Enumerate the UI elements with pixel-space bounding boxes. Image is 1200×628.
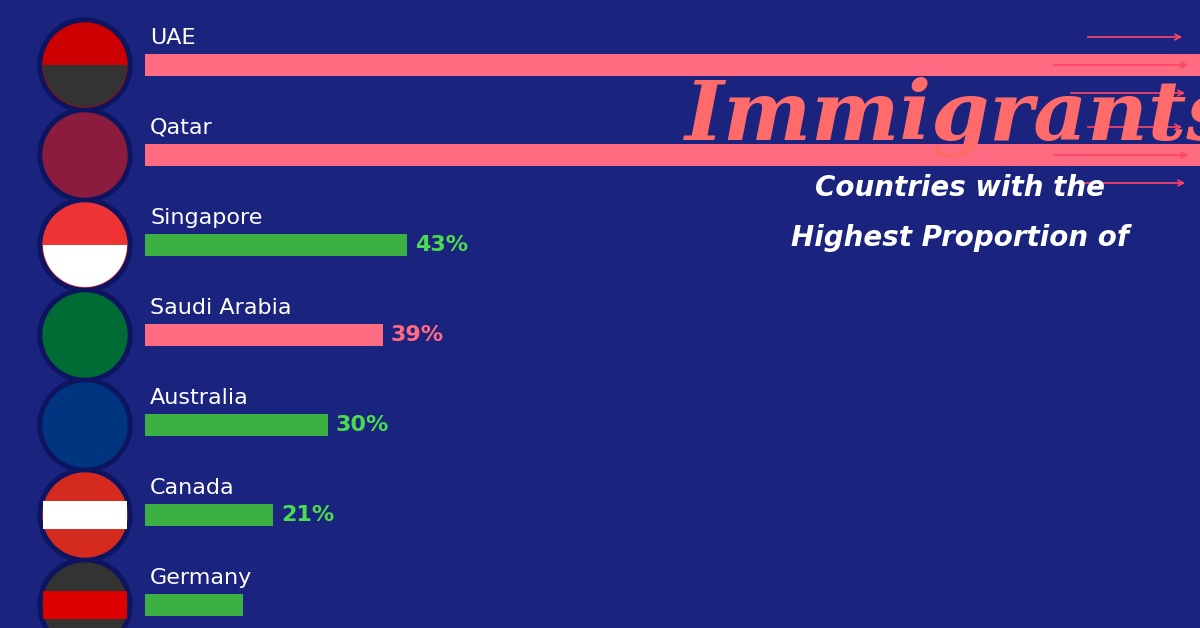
Text: Singapore: Singapore [150, 208, 263, 228]
Circle shape [43, 383, 127, 467]
Text: Canada: Canada [150, 478, 235, 498]
Circle shape [38, 18, 132, 112]
Circle shape [43, 563, 127, 628]
Bar [145, 594, 242, 616]
Circle shape [43, 203, 127, 287]
Wedge shape [43, 245, 127, 287]
Circle shape [38, 468, 132, 562]
Text: Highest Proportion of: Highest Proportion of [791, 224, 1129, 252]
Wedge shape [43, 65, 127, 107]
Bar [43, 591, 127, 619]
Text: Australia: Australia [150, 388, 248, 408]
Bar [145, 324, 383, 346]
Circle shape [38, 198, 132, 292]
Circle shape [38, 378, 132, 472]
Bar [145, 234, 407, 256]
Circle shape [38, 288, 132, 382]
Text: 21%: 21% [281, 505, 335, 525]
Circle shape [43, 473, 127, 557]
Circle shape [43, 23, 127, 107]
Circle shape [38, 108, 132, 202]
Bar [145, 414, 328, 436]
Bar [145, 54, 1200, 76]
Bar [43, 501, 127, 529]
Bar [145, 504, 274, 526]
Text: Saudi Arabia: Saudi Arabia [150, 298, 292, 318]
Text: Qatar: Qatar [150, 118, 212, 138]
Circle shape [43, 113, 127, 197]
Text: 39%: 39% [391, 325, 444, 345]
Text: 43%: 43% [415, 235, 468, 255]
Text: Immigrants: Immigrants [685, 77, 1200, 158]
Text: 30%: 30% [336, 415, 389, 435]
Circle shape [43, 293, 127, 377]
Bar [145, 144, 1200, 166]
Circle shape [38, 558, 132, 628]
Text: UAE: UAE [150, 28, 196, 48]
Text: Germany: Germany [150, 568, 252, 588]
Text: Countries with the: Countries with the [815, 174, 1105, 202]
